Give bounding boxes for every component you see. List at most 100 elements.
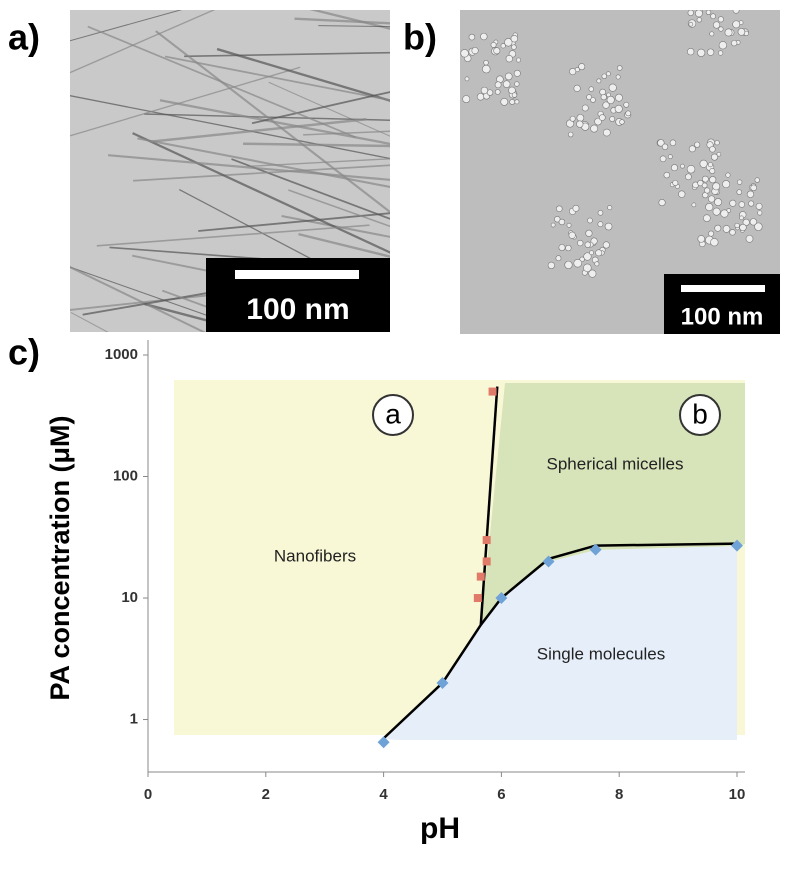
micelle: [605, 71, 611, 77]
micelle: [706, 48, 715, 56]
micelle: [720, 209, 729, 218]
data-point: [589, 543, 602, 556]
micelle: [480, 32, 488, 41]
micelle: [584, 241, 591, 248]
micelle: [587, 217, 593, 224]
fiber: [144, 113, 390, 121]
micelle: [725, 172, 731, 178]
micelle: [572, 204, 580, 212]
micelle: [502, 80, 511, 88]
micelle: [483, 59, 489, 66]
micelle: [658, 199, 666, 207]
micelle: [590, 124, 599, 133]
micelle: [663, 171, 670, 179]
data-point: [731, 539, 743, 552]
micelle: [494, 81, 502, 89]
micelle: [722, 225, 731, 233]
micelle: [602, 128, 611, 137]
micelle: [564, 260, 573, 270]
micelle: [462, 95, 471, 103]
x-tick-label: 2: [262, 786, 270, 803]
x-axis-label: pH: [420, 812, 460, 845]
micelle: [599, 88, 606, 96]
fiber: [155, 30, 390, 214]
data-point: [542, 555, 555, 568]
micelle: [615, 93, 623, 102]
micelle: [746, 190, 755, 198]
micelle: [714, 198, 723, 206]
micelle: [737, 28, 746, 36]
micelle: [710, 13, 716, 20]
y-tick-label: 10: [121, 589, 138, 606]
micelle: [583, 252, 592, 261]
micelle: [737, 179, 743, 185]
micelle: [464, 76, 470, 82]
micelle: [729, 229, 736, 236]
micelle: [602, 241, 610, 249]
micelle: [705, 202, 714, 212]
micelle: [550, 222, 556, 228]
micelle: [588, 86, 594, 92]
micelle: [697, 235, 705, 243]
micelle: [604, 222, 613, 231]
micelle: [742, 218, 750, 226]
micelle: [678, 190, 686, 198]
fiber: [144, 302, 256, 332]
micelle: [608, 83, 617, 92]
micelle: [755, 202, 763, 210]
micelle: [688, 145, 696, 153]
y-axis-label: PA concentration (μM): [45, 415, 75, 700]
micelle: [482, 64, 491, 74]
micelle: [732, 20, 741, 29]
micelle: [509, 99, 516, 105]
micelle: [615, 74, 621, 80]
micelle: [574, 67, 580, 73]
micelle: [601, 73, 607, 80]
region-label: Nanofibers: [274, 546, 356, 565]
micelle: [702, 175, 709, 183]
fiber: [268, 81, 390, 137]
micelle: [590, 97, 596, 103]
micelle: [717, 50, 724, 56]
micelle: [547, 261, 555, 270]
micelle: [659, 155, 667, 163]
micelle: [578, 63, 586, 71]
scale-box: [664, 274, 780, 334]
micelle: [731, 40, 738, 47]
micelle: [486, 89, 494, 96]
micelle: [711, 10, 714, 11]
micelle: [513, 69, 521, 77]
micelle: [699, 159, 708, 168]
micelle: [586, 94, 592, 101]
micelle: [480, 86, 489, 95]
micelle: [588, 269, 597, 278]
panel-label: a): [8, 17, 40, 58]
micelle: [602, 101, 610, 109]
micelle: [672, 179, 679, 186]
micelle: [594, 117, 602, 126]
micelle: [511, 44, 517, 50]
micelle: [709, 31, 715, 37]
micelle: [625, 110, 632, 117]
region-badge-label: a: [385, 398, 401, 429]
micelle: [708, 195, 716, 203]
fiber: [70, 66, 301, 137]
micelle: [694, 141, 701, 148]
y-tick-label: 1000: [105, 346, 138, 363]
micelle: [745, 234, 754, 243]
micelle: [619, 119, 625, 125]
fiber: [164, 55, 390, 102]
fiber: [298, 232, 390, 258]
micelle: [597, 210, 604, 216]
micelle: [606, 95, 615, 104]
micelle: [558, 218, 566, 226]
micelle: [595, 249, 603, 257]
micelle: [494, 89, 501, 95]
micelle: [573, 259, 583, 268]
micelle: [460, 49, 469, 58]
micelle: [657, 139, 665, 147]
micelle: [714, 140, 720, 146]
molecule-region: [383, 546, 737, 740]
micelle: [510, 35, 519, 43]
